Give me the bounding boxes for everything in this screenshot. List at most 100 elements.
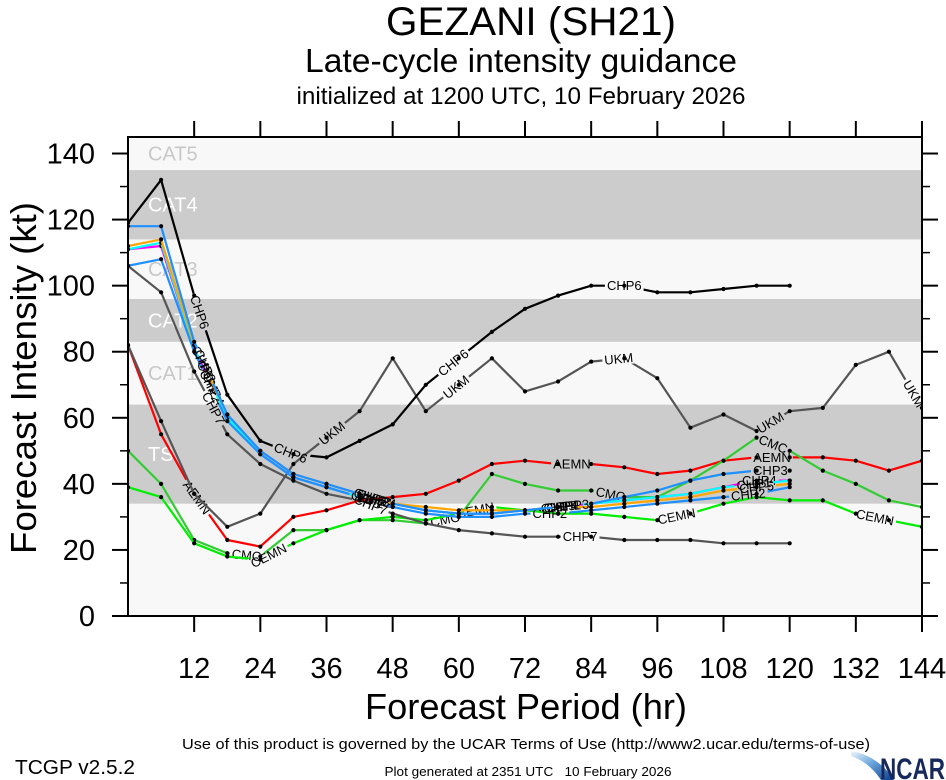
data-point [556, 461, 561, 467]
data-point [357, 495, 362, 500]
y-tick-label: 60 [63, 403, 95, 435]
data-point [192, 541, 197, 546]
data-point [291, 478, 296, 483]
series-label: CHP5 [739, 478, 775, 496]
data-point [456, 528, 461, 533]
band-label: TS [148, 444, 174, 466]
data-point [787, 448, 792, 453]
data-point [423, 518, 428, 523]
data-point [159, 224, 164, 229]
data-point [589, 283, 594, 288]
data-point [357, 438, 362, 443]
data-point [489, 504, 494, 510]
data-point [655, 488, 660, 493]
data-point [192, 349, 197, 354]
data-point [225, 551, 230, 556]
data-point [423, 491, 428, 496]
data-point [589, 501, 594, 506]
data-point [655, 495, 660, 500]
data-point [556, 293, 561, 298]
data-point [522, 389, 528, 394]
series-label: UKM [604, 350, 634, 368]
data-point [688, 537, 693, 543]
data-point [291, 475, 296, 480]
data-point [456, 478, 461, 483]
data-point [721, 488, 726, 493]
data-point [159, 495, 164, 500]
data-point [787, 485, 792, 490]
data-point [357, 498, 362, 503]
y-tick-label: 0 [79, 601, 95, 633]
data-point [655, 537, 660, 543]
chart-init-time: initialized at 1200 UTC, 10 February 202… [297, 83, 746, 110]
data-point [820, 468, 825, 473]
series-label: CHP3 [753, 463, 788, 478]
data-point [225, 537, 230, 543]
data-point [589, 534, 594, 539]
data-point [522, 534, 528, 539]
data-point [489, 511, 494, 516]
data-point [754, 478, 759, 483]
data-point [622, 356, 627, 361]
data-point [258, 461, 263, 467]
data-point [225, 524, 230, 529]
data-point [754, 491, 759, 496]
data-point [622, 495, 627, 500]
data-point [655, 498, 660, 503]
data-point [655, 518, 660, 523]
y-tick-label: 80 [63, 337, 95, 369]
data-point [390, 511, 395, 516]
x-tick-label: 48 [377, 653, 409, 685]
series-label: CHP7 [563, 529, 598, 544]
data-point [622, 465, 627, 470]
x-tick-label: 96 [641, 653, 673, 685]
data-point [357, 491, 362, 496]
data-point [787, 481, 792, 486]
data-point [721, 471, 726, 477]
data-point [423, 504, 428, 510]
data-point [159, 177, 164, 182]
data-point [456, 382, 461, 387]
x-tick-label: 72 [509, 653, 541, 685]
data-point [489, 461, 494, 467]
band-label: CAT5 [148, 144, 198, 166]
data-point [622, 498, 627, 503]
y-tick-label: 40 [63, 469, 95, 501]
data-point [489, 356, 494, 361]
data-point [258, 544, 263, 549]
data-point [886, 498, 892, 503]
data-point [489, 329, 494, 334]
data-point [688, 495, 693, 500]
data-point [589, 504, 594, 510]
data-point [522, 511, 528, 516]
data-point [258, 557, 263, 562]
data-point [522, 508, 528, 513]
data-point [754, 468, 759, 473]
data-point [291, 471, 296, 477]
data-point [390, 518, 395, 523]
data-point [522, 481, 528, 486]
data-point [622, 537, 627, 543]
plot-generated-time: Plot generated at 2351 UTC 10 February 2… [385, 764, 672, 779]
axes: 0 20 40 60 80 100 120 140 12 24 36 48 60 72 84 96 108 120… [47, 121, 946, 685]
data-point [423, 409, 428, 414]
ncar-logo: NCAR [851, 751, 945, 780]
data-point [423, 521, 428, 526]
x-tick-label: 24 [244, 653, 276, 685]
data-point [225, 554, 230, 559]
data-point [589, 508, 594, 513]
x-tick-label: 36 [310, 653, 342, 685]
data-point [787, 409, 792, 414]
data-point [556, 534, 561, 539]
data-point [556, 504, 561, 510]
data-point [589, 488, 594, 493]
y-tick-label: 140 [47, 139, 95, 171]
x-tick-label: 108 [699, 653, 747, 685]
data-point [489, 508, 494, 513]
data-point [456, 514, 461, 520]
data-point [622, 504, 627, 510]
band-cat2 [128, 298, 922, 342]
data-point [357, 518, 362, 523]
